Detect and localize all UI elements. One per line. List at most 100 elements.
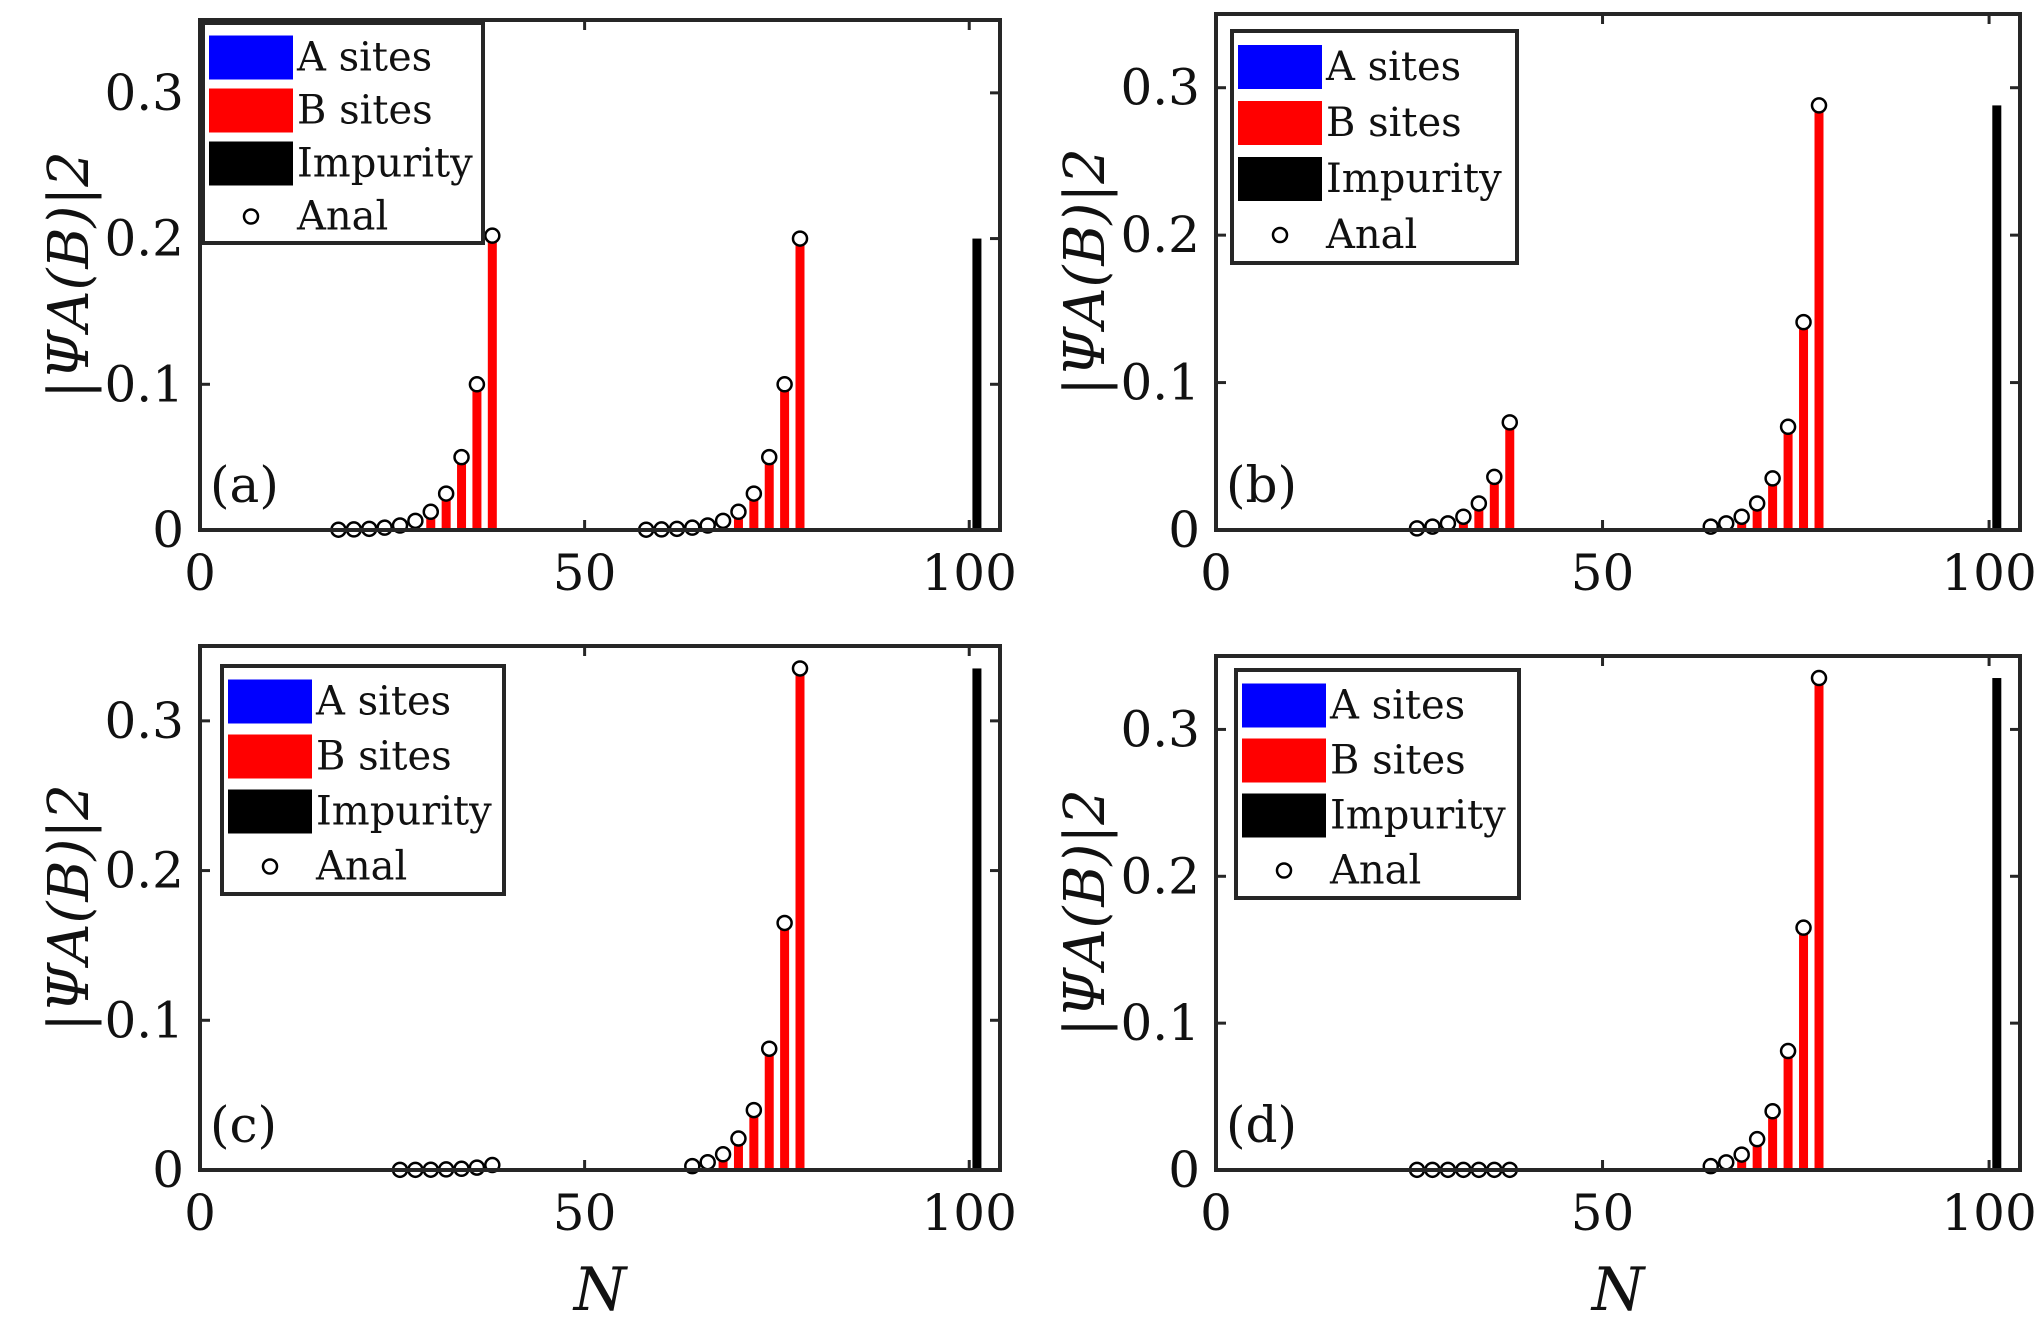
anal-marker — [1764, 1103, 1781, 1120]
anal-marker — [1748, 1130, 1766, 1148]
b-site-bar — [457, 457, 467, 530]
y-tick-label: 0.2 — [104, 210, 184, 268]
anal-marker — [437, 485, 455, 502]
legend-anal-marker — [242, 208, 260, 225]
legend-label: Anal — [315, 844, 407, 890]
b-site-bar — [764, 1048, 774, 1170]
anal-marker — [1470, 495, 1488, 512]
legend: A sites B sites Impurity Anal — [220, 664, 506, 896]
b-site-bar — [1783, 426, 1793, 530]
anal-marker — [468, 1159, 486, 1176]
y-tick-label: 0 — [1168, 1141, 1200, 1199]
anal-marker — [1779, 418, 1797, 436]
legend-swatch — [228, 789, 312, 834]
legend-label: Anal — [1329, 848, 1421, 894]
b-site-bar — [426, 511, 436, 530]
b-site-bar — [764, 457, 774, 530]
b-site-bar — [1768, 478, 1778, 530]
y-tick-label: 0.3 — [104, 64, 184, 122]
y-tick-label: 0 — [152, 501, 184, 559]
y-tick-label: 0.2 — [104, 842, 184, 900]
y-axis-label: |ΨA(B)|2 — [1053, 789, 1118, 1037]
y-tick-label: 0.1 — [1120, 994, 1200, 1052]
b-site-bar — [1814, 105, 1824, 531]
legend-label: A sites — [296, 35, 432, 81]
anal-marker — [422, 503, 440, 521]
anal-marker — [760, 448, 778, 466]
legend-anal-marker — [1271, 226, 1289, 244]
legend-label: Anal — [296, 194, 388, 240]
b-site-bar — [1752, 1139, 1762, 1170]
axes-frame — [198, 644, 1002, 1172]
x-tick-label: 0 — [1200, 1184, 1232, 1242]
panel-label-c: (c) — [210, 1096, 277, 1154]
legend-label: A sites — [1329, 683, 1465, 729]
b-site-bar — [1799, 927, 1809, 1170]
impurity-bar — [972, 668, 982, 1170]
impurity-bar — [1992, 105, 2002, 531]
b-site-bar — [487, 235, 497, 530]
legend: A sites B sites Impurity Anal — [201, 21, 485, 245]
legend-label: Impurity — [316, 789, 492, 835]
b-site-bar — [795, 238, 805, 531]
y-axis-label: |ΨA(B)|2 — [37, 784, 102, 1032]
b-site-bar — [780, 384, 790, 530]
x-tick-label: 50 — [1571, 1184, 1635, 1242]
y-tick-label: 0.1 — [104, 355, 184, 413]
y-axis-label: |ΨA(B)|2 — [37, 151, 102, 399]
anal-marker — [791, 660, 809, 677]
anal-marker — [1486, 468, 1503, 486]
anal-marker — [1501, 414, 1519, 431]
legend-swatch — [1242, 683, 1326, 728]
b-site-bar — [749, 493, 759, 530]
anal-marker — [1748, 495, 1766, 512]
y-tick-label: 0.1 — [104, 991, 184, 1049]
panel-label-a: (a) — [210, 456, 279, 514]
legend-swatch — [209, 141, 293, 186]
anal-marker — [1717, 1154, 1735, 1171]
x-tick-label: 100 — [922, 1184, 1017, 1242]
legend-label: B sites — [316, 734, 452, 780]
anal-marker — [730, 1130, 747, 1147]
x-axis-label: N — [572, 1255, 629, 1325]
anal-marker — [760, 1040, 778, 1057]
panel-b: 0 50 100 0 0.1 0.2 0.3 (b) A sites B sites Impurit… — [1053, 12, 2037, 602]
b-site-bar — [1505, 422, 1515, 530]
b-site-bar — [733, 1138, 743, 1170]
anal-marker — [714, 512, 732, 530]
legend-label: B sites — [297, 88, 433, 134]
b-site-bar — [1814, 678, 1824, 1170]
panel-label-b: (b) — [1226, 456, 1297, 514]
anal-marker — [453, 448, 470, 466]
x-tick-label: 0 — [1200, 544, 1232, 602]
impurity-bar — [972, 238, 982, 531]
anal-marker — [376, 519, 393, 536]
b-site-bar — [441, 493, 451, 530]
legend-swatch — [1238, 45, 1322, 89]
panel-d: 0 50 100 0 0.1 0.2 0.3 (d) A sites B sites Impurit… — [1053, 654, 2037, 1325]
legend-swatch — [1242, 793, 1326, 838]
b-site-bar — [1799, 322, 1809, 530]
anal-marker — [684, 519, 701, 536]
anal-marker — [1733, 1146, 1750, 1163]
legend-label: B sites — [1330, 738, 1466, 784]
axes-frame — [1214, 12, 2022, 532]
b-site-bar — [1768, 1111, 1778, 1170]
anal-marker — [745, 485, 763, 502]
anal-marker — [1810, 669, 1828, 687]
y-axis-label: |ΨA(B)|2 — [1053, 148, 1118, 396]
x-tick-label: 0 — [184, 544, 216, 602]
legend-label: B sites — [1326, 100, 1462, 146]
anal-marker — [1795, 919, 1812, 936]
legend: A sites B sites Impurity Anal — [1234, 668, 1521, 900]
y-tick-label: 0.2 — [1120, 206, 1200, 264]
anal-marker — [745, 1101, 763, 1119]
b-site-bar — [780, 922, 790, 1170]
y-tick-label: 0 — [1168, 501, 1200, 559]
panel-c: 0 50 100 0 0.1 0.2 0.3 (c) A sites B sites Impurit… — [37, 644, 1017, 1325]
b-site-bar — [1752, 503, 1762, 530]
x-tick-label: 0 — [184, 1184, 216, 1242]
anal-marker — [1764, 470, 1781, 487]
legend-swatch — [209, 35, 293, 80]
legend-swatch — [228, 734, 312, 779]
